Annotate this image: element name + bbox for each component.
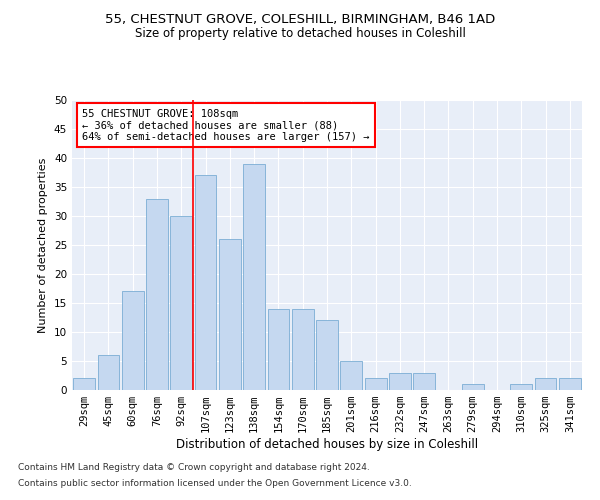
Bar — [170, 216, 192, 390]
Y-axis label: Number of detached properties: Number of detached properties — [38, 158, 49, 332]
Bar — [219, 239, 241, 390]
Bar — [535, 378, 556, 390]
Bar — [413, 372, 435, 390]
Bar — [559, 378, 581, 390]
Bar — [73, 378, 95, 390]
Bar — [365, 378, 386, 390]
Bar — [194, 176, 217, 390]
Text: Size of property relative to detached houses in Coleshill: Size of property relative to detached ho… — [134, 28, 466, 40]
Bar — [146, 198, 168, 390]
Bar — [340, 361, 362, 390]
Bar — [97, 355, 119, 390]
Text: 55 CHESTNUT GROVE: 108sqm
← 36% of detached houses are smaller (88)
64% of semi-: 55 CHESTNUT GROVE: 108sqm ← 36% of detac… — [82, 108, 370, 142]
Bar — [316, 320, 338, 390]
Bar — [462, 384, 484, 390]
Text: 55, CHESTNUT GROVE, COLESHILL, BIRMINGHAM, B46 1AD: 55, CHESTNUT GROVE, COLESHILL, BIRMINGHA… — [105, 12, 495, 26]
Text: Contains HM Land Registry data © Crown copyright and database right 2024.: Contains HM Land Registry data © Crown c… — [18, 464, 370, 472]
Bar — [268, 309, 289, 390]
Bar — [243, 164, 265, 390]
Bar — [122, 292, 143, 390]
Text: Contains public sector information licensed under the Open Government Licence v3: Contains public sector information licen… — [18, 478, 412, 488]
Bar — [511, 384, 532, 390]
X-axis label: Distribution of detached houses by size in Coleshill: Distribution of detached houses by size … — [176, 438, 478, 451]
Bar — [292, 309, 314, 390]
Bar — [389, 372, 411, 390]
